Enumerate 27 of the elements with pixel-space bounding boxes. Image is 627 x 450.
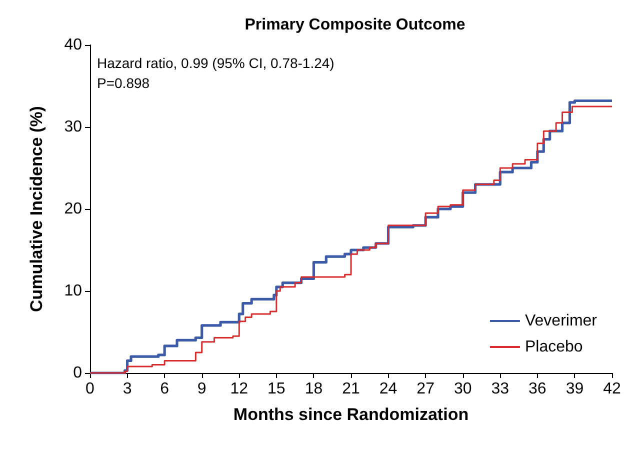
y-tick-label: 0 <box>73 364 82 382</box>
x-tick-label: 6 <box>160 380 170 398</box>
x-tick-label: 24 <box>379 380 398 398</box>
x-tick-label: 39 <box>566 380 584 398</box>
y-tick-label: 40 <box>64 36 82 54</box>
legend-label: Placebo <box>524 338 583 356</box>
x-tick-label: 30 <box>454 380 472 398</box>
y-tick-label: 10 <box>64 282 82 300</box>
x-tick-label: 3 <box>122 380 132 398</box>
y-tick-label: 20 <box>64 200 82 218</box>
legend-label: Veverimer <box>524 312 598 330</box>
x-tick-label: 15 <box>268 380 286 398</box>
x-tick-label: 21 <box>342 380 360 398</box>
annotation: P=0.898 <box>97 75 150 91</box>
x-tick-label: 27 <box>416 380 435 398</box>
x-axis-title: Months since Randomization <box>233 405 469 424</box>
x-tick-label: 12 <box>230 380 248 398</box>
x-tick-label: 42 <box>603 380 621 398</box>
x-tick-label: 9 <box>197 380 206 398</box>
x-tick-label: 36 <box>528 380 546 398</box>
x-tick-label: 33 <box>491 380 510 398</box>
annotation: Hazard ratio, 0.99 (95% CI, 0.78-1.24) <box>97 55 334 71</box>
y-tick-label: 30 <box>64 118 82 136</box>
x-tick-label: 18 <box>304 380 323 398</box>
y-axis-title: Cumulative Incidence (%) <box>27 106 46 312</box>
chart-title: Primary Composite Outcome <box>244 16 466 34</box>
x-tick-label: 0 <box>86 380 95 398</box>
